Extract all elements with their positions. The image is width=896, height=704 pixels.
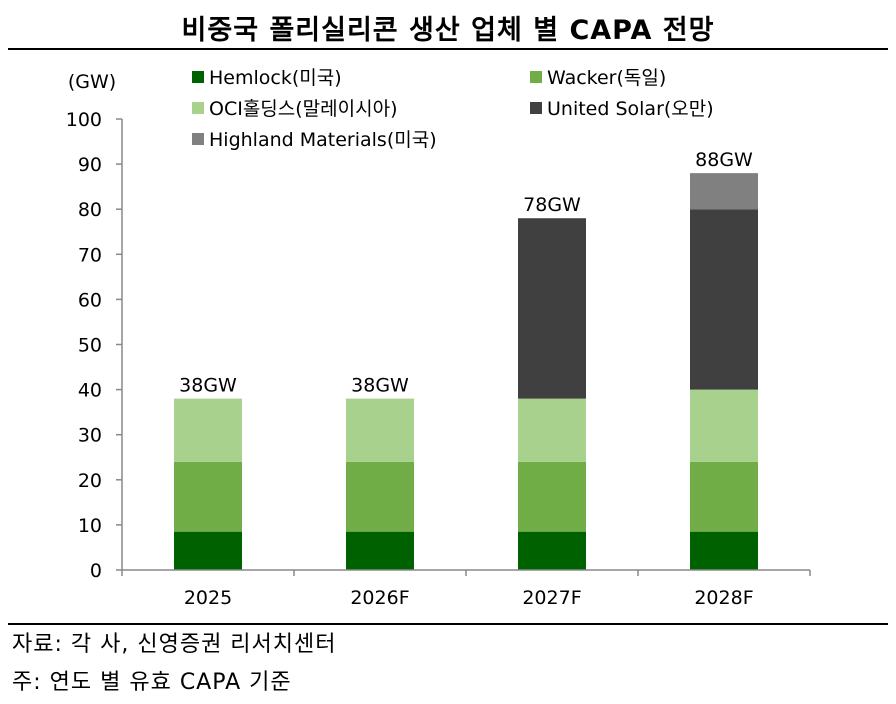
y-axis-unit-label: (GW) xyxy=(68,71,116,93)
bar-segment xyxy=(518,398,586,462)
legend: Hemlock(미국) Wacker(독일) OCI홀딩스(말레이시아) United… xyxy=(192,67,714,151)
y-tick-label: 20 xyxy=(78,470,102,492)
bar-segment xyxy=(174,461,242,532)
basis-note: 주: 연도 별 유효 CAPA 기준 xyxy=(12,670,292,695)
legend-swatch xyxy=(530,71,542,83)
bar-total-label: 78GW xyxy=(523,194,581,216)
y-tick-label: 100 xyxy=(66,109,102,131)
legend-item: Hemlock(미국) xyxy=(192,67,342,89)
legend-item: Highland Materials(미국) xyxy=(192,129,437,151)
bar-segment xyxy=(346,461,414,532)
bar-segment xyxy=(690,209,758,390)
bar-segment xyxy=(690,531,758,570)
chart-title: 비중국 폴리실리콘 생산 업체 별 CAPA 전망 xyxy=(181,15,715,46)
title-divider xyxy=(8,48,888,50)
bar-segment xyxy=(690,461,758,532)
legend-item: United Solar(오만) xyxy=(530,98,714,120)
footer-divider xyxy=(8,623,888,625)
stacked-bar-chart: (GW) Hemlock(미국) Wacker(독일) OCI홀딩스(말레이시아) U… xyxy=(66,67,811,609)
x-tick-label: 2028F xyxy=(694,587,753,609)
bar-segment xyxy=(174,398,242,462)
x-tick-label: 2025 xyxy=(184,587,232,609)
legend-swatch xyxy=(530,102,542,114)
legend-label: Wacker(독일) xyxy=(547,67,666,89)
bar-segment xyxy=(518,461,586,532)
bar-total-label: 38GW xyxy=(179,375,237,397)
y-tick-label: 70 xyxy=(78,244,102,266)
source-note: 자료: 각 사, 신영증권 리서치센터 xyxy=(12,632,337,657)
legend-label: OCI홀딩스(말레이시아) xyxy=(209,98,398,120)
bar-total-label: 88GW xyxy=(695,149,753,171)
bar-segment xyxy=(690,389,758,462)
total-labels: 38GW 38GW 78GW 88GW xyxy=(179,149,753,397)
legend-swatch xyxy=(192,102,204,114)
legend-label: Highland Materials(미국) xyxy=(209,129,437,151)
axes: 0 10 20 30 40 50 60 70 80 90 100 2025 2026F 2027F 2028… xyxy=(66,109,811,609)
bar-segment xyxy=(518,218,586,399)
legend-swatch xyxy=(192,133,204,145)
legend-swatch xyxy=(192,71,204,83)
y-tick-label: 0 xyxy=(90,560,102,582)
x-tick-label: 2027F xyxy=(522,587,581,609)
legend-item: OCI홀딩스(말레이시아) xyxy=(192,98,398,120)
y-tick-label: 90 xyxy=(78,154,102,176)
y-tick-label: 10 xyxy=(78,515,102,537)
y-tick-label: 60 xyxy=(78,289,102,311)
bar-segment xyxy=(346,531,414,570)
x-tick-label: 2026F xyxy=(350,587,409,609)
bar-segment xyxy=(346,398,414,462)
y-tick-label: 50 xyxy=(78,335,102,357)
legend-label: Hemlock(미국) xyxy=(209,67,342,89)
y-tick-label: 40 xyxy=(78,380,102,402)
bars xyxy=(174,173,758,570)
bar-segment xyxy=(518,531,586,570)
legend-label: United Solar(오만) xyxy=(547,98,714,120)
y-tick-label: 80 xyxy=(78,199,102,221)
legend-item: Wacker(독일) xyxy=(530,67,666,89)
bar-total-label: 38GW xyxy=(351,375,409,397)
bar-segment xyxy=(690,173,758,210)
bar-segment xyxy=(174,531,242,570)
y-tick-label: 30 xyxy=(78,425,102,447)
